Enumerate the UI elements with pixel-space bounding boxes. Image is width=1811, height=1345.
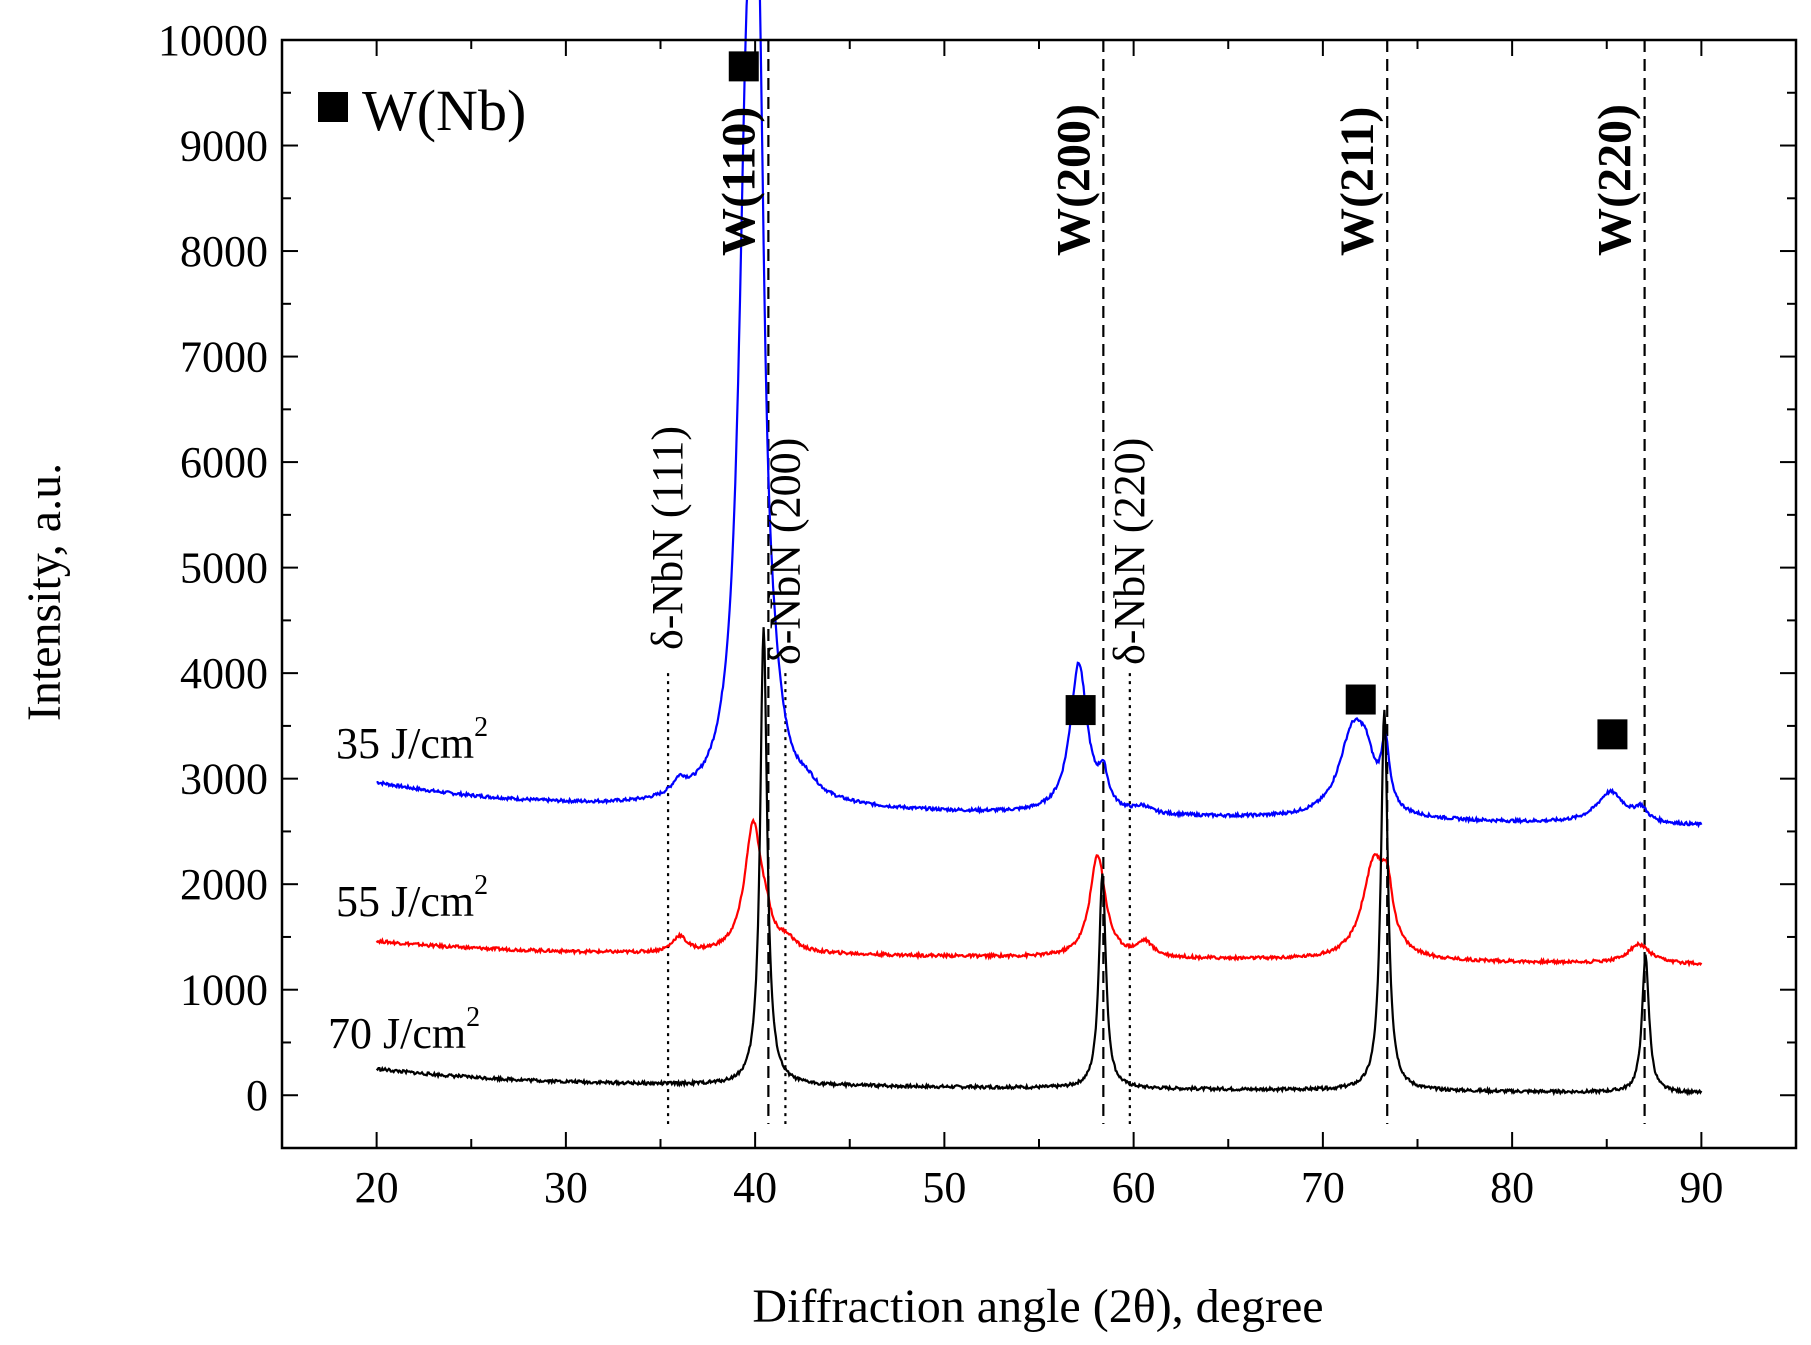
svg-text:35 J/cm2: 35 J/cm2: [336, 712, 488, 768]
series-line: [375, 627, 1703, 1097]
y-tick-label: 5000: [180, 544, 268, 593]
y-tick-label: 2000: [180, 860, 268, 909]
x-tick-label: 40: [733, 1163, 777, 1212]
wnb-marker: [1597, 719, 1628, 750]
x-tick-label: 60: [1112, 1163, 1156, 1212]
y-tick-label: 4000: [180, 649, 268, 698]
reference-line-label: W(220): [1589, 104, 1642, 256]
plot-frame: [280, 38, 1798, 1150]
series-label-70-sup: 2: [466, 1002, 480, 1033]
y-tick-label: 8000: [180, 227, 268, 276]
legend-label: W(Nb): [362, 78, 526, 143]
reference-line-label: W(200): [1047, 104, 1100, 256]
x-tick-label: 90: [1679, 1163, 1723, 1212]
reference-lines-layer: [666, 40, 1646, 1124]
x-tick-label: 30: [544, 1163, 588, 1212]
series-label-55-text: 55 J/cm: [336, 877, 474, 926]
y-tick-label: 6000: [180, 438, 268, 487]
legend-marker: [318, 92, 348, 122]
wnb-marker: [1345, 684, 1376, 715]
x-tick-label: 50: [922, 1163, 966, 1212]
series-line: [376, 0, 1703, 829]
reference-line-label: δ-NbN (220): [1105, 438, 1154, 665]
y-tick-label: 3000: [180, 755, 268, 804]
series-label-35-sup: 2: [474, 712, 488, 743]
y-tick-label: 0: [246, 1071, 268, 1120]
legend: W(Nb): [318, 78, 526, 143]
x-tick-label: 70: [1301, 1163, 1345, 1212]
series-layer: [375, 0, 1703, 1097]
wnb-marker: [1065, 695, 1096, 726]
annotations-layer: W(110) W(200) W(211) W(220) δ-NbN (111) δ-NbN…: [643, 51, 1642, 750]
svg-text:55 J/cm2: 55 J/cm2: [336, 870, 488, 926]
reference-line-label: W(211): [1331, 107, 1384, 256]
svg-text:70 J/cm2: 70 J/cm2: [328, 1002, 480, 1058]
series-label-55-sup: 2: [474, 870, 488, 901]
series-line: [375, 817, 1703, 968]
wnb-marker: [728, 51, 759, 82]
series-label-35: 35 J/cm2: [336, 712, 488, 768]
y-tick-label: 1000: [180, 966, 268, 1015]
y-tick-label: 7000: [180, 333, 268, 382]
series-label-70: 70 J/cm2: [328, 1002, 480, 1058]
series-label-55: 55 J/cm2: [336, 870, 488, 926]
reference-line-label: W(110): [712, 107, 765, 256]
y-tick-label: 10000: [158, 16, 268, 65]
series-label-70-text: 70 J/cm: [328, 1009, 466, 1058]
y-tick-label: 9000: [180, 122, 268, 171]
axis-ticks-layer: 20 30 40 50 60 70 80 90 0 1000 2000 3000 4000 5000 600…: [158, 16, 1797, 1212]
reference-line-label: δ-NbN (200): [760, 438, 809, 665]
x-axis-title: Diffraction angle (2θ), degree: [752, 1280, 1323, 1333]
series-label-35-text: 35 J/cm: [336, 719, 474, 768]
x-tick-label: 20: [355, 1163, 399, 1212]
reference-line-label: δ-NbN (111): [643, 426, 692, 650]
x-tick-label: 80: [1490, 1163, 1534, 1212]
y-axis-title: Intensity, a.u.: [18, 463, 71, 721]
